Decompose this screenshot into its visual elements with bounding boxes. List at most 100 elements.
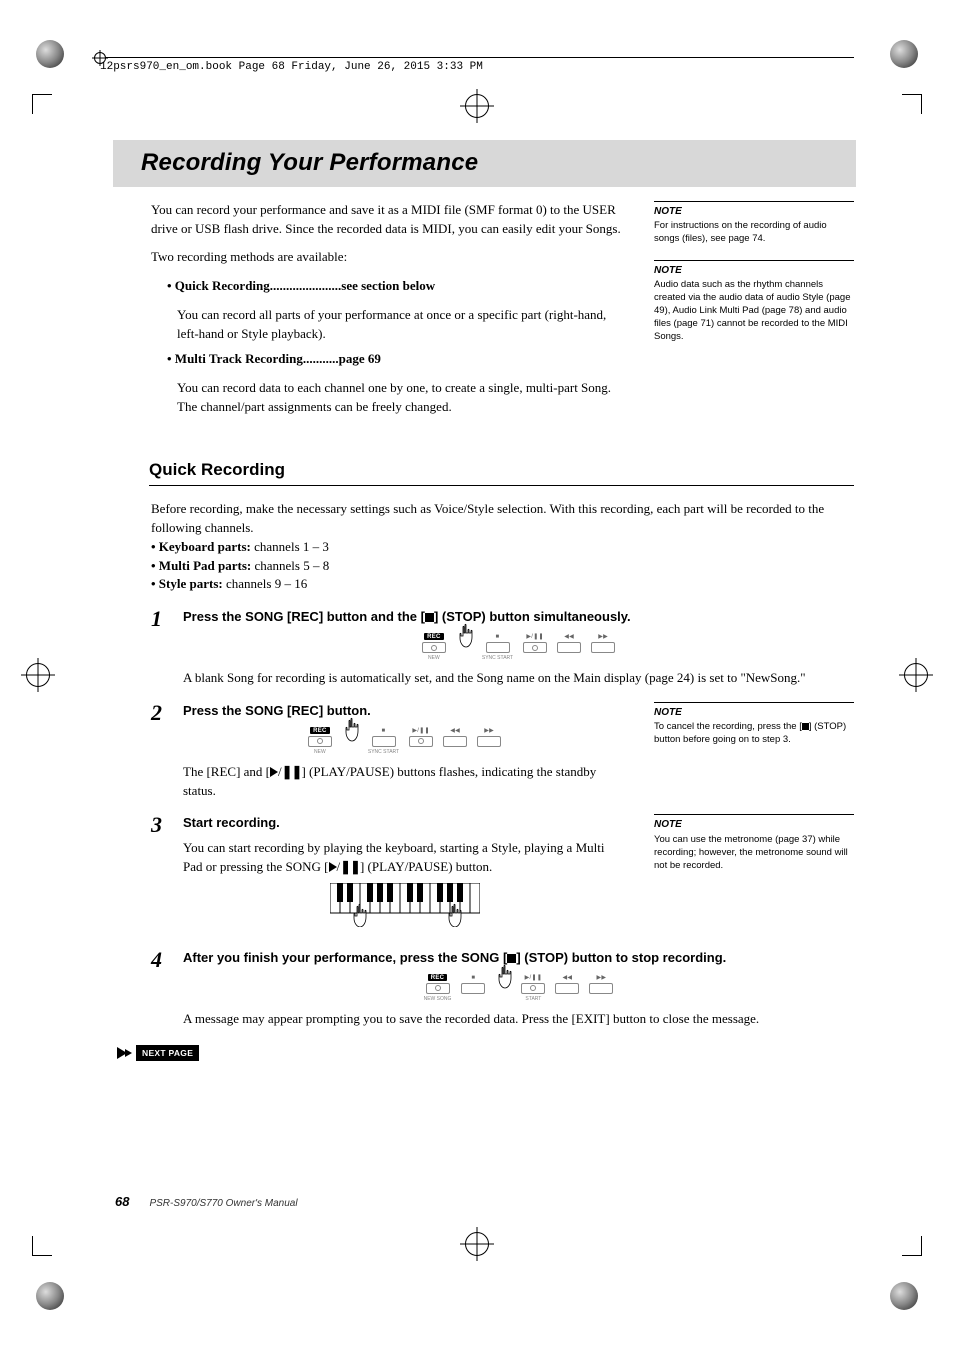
page-title: Recording Your Performance xyxy=(141,146,828,181)
note-text: You can use the metronome (page 37) whil… xyxy=(654,834,854,872)
step-number: 1 xyxy=(151,608,169,688)
page-content: Recording Your Performance You can recor… xyxy=(115,140,854,1065)
page-footer: 68 PSR-S970/S770 Owner's Manual xyxy=(115,1193,298,1212)
step-4: 4 After you finish your performance, pre… xyxy=(115,949,854,1029)
print-header: 12psrs970_en_om.book Page 68 Friday, Jun… xyxy=(100,57,854,76)
color-calibration-ball xyxy=(890,40,918,68)
ff-glyph: ▶▶ xyxy=(596,974,606,981)
channel-value: channels 5 – 8 xyxy=(251,558,329,573)
rec-button-icon xyxy=(426,983,450,994)
note-box: NOTE To cancel the recording, press the … xyxy=(654,702,854,747)
rec-label: REC xyxy=(310,727,330,734)
play-button-icon xyxy=(523,642,547,653)
pause-icon: ❚❚ xyxy=(340,858,360,877)
pause-icon: ❚❚ xyxy=(282,763,302,782)
registration-mark xyxy=(904,663,928,687)
keyboard-icon xyxy=(330,883,480,927)
playpause-glyph: ▶/❚❚ xyxy=(412,727,430,734)
notes-column: NOTE For instructions on the recording o… xyxy=(654,201,854,358)
color-calibration-ball xyxy=(36,40,64,68)
intro-paragraph: Two recording methods are available: xyxy=(151,248,626,267)
new-label: NEW xyxy=(314,749,326,755)
stop-glyph: ■ xyxy=(471,974,475,981)
crop-mark xyxy=(32,1236,52,1256)
start-label: START xyxy=(525,996,541,1002)
stop-icon xyxy=(425,613,434,622)
rec-button-icon xyxy=(422,642,446,653)
intro-paragraph: You can record your performance and save… xyxy=(151,201,626,239)
ff-glyph: ▶▶ xyxy=(484,727,494,734)
section-lead: Before recording, make the necessary set… xyxy=(115,500,854,594)
bullet-body: You can record data to each channel one … xyxy=(167,379,626,417)
sync-start-label: SYNC START xyxy=(482,655,513,661)
button-row-figure: RECNEW SONG ■ ▶/❚❚START ◀◀ ▶▶ xyxy=(183,974,854,1002)
ff-button-icon xyxy=(591,642,615,653)
step-3: 3 Start recording. You can start recordi… xyxy=(151,814,626,935)
rec-button-icon xyxy=(308,736,332,747)
step-number: 2 xyxy=(151,702,169,801)
registration-mark xyxy=(26,663,50,687)
color-calibration-ball xyxy=(890,1282,918,1310)
note-text: For instructions on the recording of aud… xyxy=(654,220,854,246)
header-ornament-icon xyxy=(94,52,106,64)
registration-mark xyxy=(465,1232,489,1256)
note-label: NOTE xyxy=(654,706,854,720)
note-box: NOTE For instructions on the recording o… xyxy=(654,201,854,246)
next-page-indicator: NEXT PAGE xyxy=(117,1045,199,1061)
step-title: Press the SONG [REC] button and the [] (… xyxy=(183,608,854,627)
ff-button-icon xyxy=(477,736,501,747)
hand-pointer-icon xyxy=(456,633,472,651)
channel-value: channels 1 – 3 xyxy=(251,539,329,554)
note-label: NOTE xyxy=(654,205,854,219)
rew-button-icon xyxy=(443,736,467,747)
rewind-glyph: ◀◀ xyxy=(564,633,574,640)
lead-text: Before recording, make the necessary set… xyxy=(151,500,854,538)
note-text: To cancel the recording, press the [] (S… xyxy=(654,721,854,747)
channel-label: • Style parts: xyxy=(151,576,223,591)
crop-mark xyxy=(902,1236,922,1256)
play-button-icon xyxy=(521,983,545,994)
sync-start-label: SYNC START xyxy=(368,749,399,755)
play-button-icon xyxy=(409,736,433,747)
intro-column: You can record your performance and save… xyxy=(115,201,626,423)
step-body-text: You can start recording by playing the k… xyxy=(183,839,626,877)
note-text: Audio data such as the rhythm channels c… xyxy=(654,279,854,343)
channel-label: • Multi Pad parts: xyxy=(151,558,251,573)
step-after-text: The [REC] and [/❚❚] (PLAY/PAUSE) buttons… xyxy=(183,763,626,801)
crop-mark xyxy=(902,94,922,114)
note-label: NOTE xyxy=(654,818,854,832)
play-icon xyxy=(329,862,337,872)
ff-glyph: ▶▶ xyxy=(598,633,608,640)
bullet-label: • Quick Recording......................s… xyxy=(167,278,435,293)
print-header-text: 12psrs970_en_om.book Page 68 Friday, Jun… xyxy=(100,61,483,73)
step-1: 1 Press the SONG [REC] button and the []… xyxy=(115,608,854,688)
step-title: Press the SONG [REC] button. xyxy=(183,702,626,721)
rew-button-icon xyxy=(557,642,581,653)
new-label: NEW xyxy=(428,655,440,661)
playpause-glyph: ▶/❚❚ xyxy=(525,974,543,981)
button-row-figure: RECNEW ■SYNC START ▶/❚❚ ◀◀ ▶▶ xyxy=(183,727,626,755)
section-title-bar: Recording Your Performance xyxy=(113,140,856,187)
next-page-label: NEXT PAGE xyxy=(136,1045,199,1061)
play-icon xyxy=(270,767,278,777)
step-2: 2 Press the SONG [REC] button. RECNEW ■S… xyxy=(151,702,626,801)
hand-pointer-icon xyxy=(495,974,511,992)
note-label: NOTE xyxy=(654,264,854,278)
bullet-body: You can record all parts of your perform… xyxy=(167,306,626,344)
playpause-glyph: ▶/❚❚ xyxy=(526,633,544,640)
stop-icon xyxy=(802,723,809,730)
page: 12psrs970_en_om.book Page 68 Friday, Jun… xyxy=(0,0,954,1350)
ff-button-icon xyxy=(589,983,613,994)
stop-button-icon xyxy=(486,642,510,653)
rewind-glyph: ◀◀ xyxy=(562,974,572,981)
rec-label: REC xyxy=(424,633,444,640)
step-title: Start recording. xyxy=(183,814,626,833)
arrow-icon xyxy=(125,1049,132,1057)
stop-icon xyxy=(507,954,516,963)
page-number: 68 xyxy=(115,1193,129,1212)
subsection-heading: Quick Recording xyxy=(149,458,854,486)
step-number: 4 xyxy=(151,949,169,1029)
rewind-glyph: ◀◀ xyxy=(450,727,460,734)
note-box: NOTE You can use the metronome (page 37)… xyxy=(654,814,854,872)
registration-mark xyxy=(465,94,489,118)
